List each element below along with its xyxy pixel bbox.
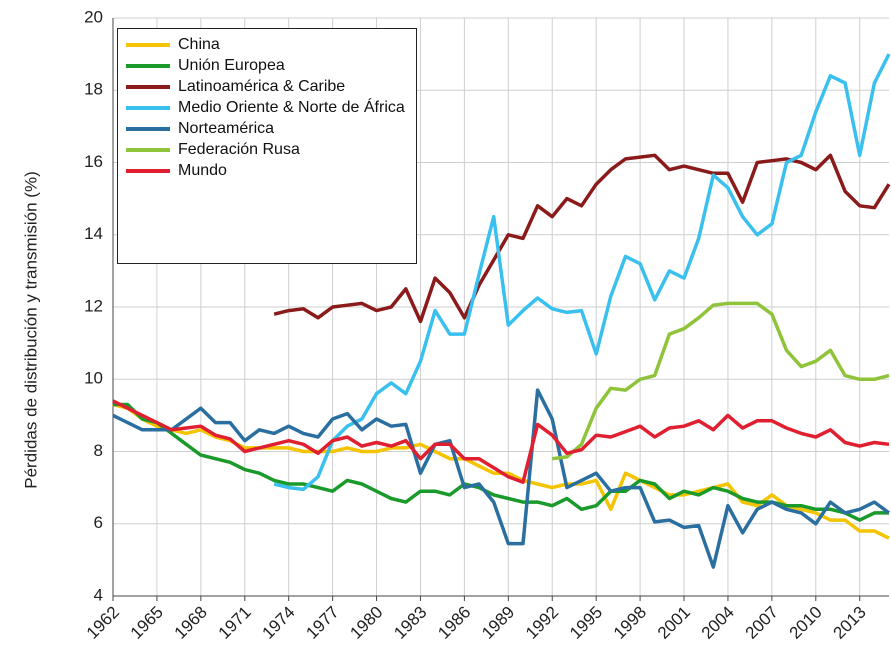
legend-swatch	[126, 169, 170, 173]
legend-swatch	[126, 43, 170, 47]
y-tick-label: 8	[94, 441, 103, 460]
x-tick-label: 1968	[171, 603, 211, 643]
x-tick-label: 2007	[742, 603, 782, 643]
legend: China Unión Europea Latinoamérica & Caribe…	[117, 28, 417, 264]
x-tick-label: 1977	[302, 603, 342, 643]
data-line	[273, 53, 891, 492]
data-line	[113, 402, 889, 522]
x-tick-label: 1992	[522, 603, 562, 643]
legend-item: Federación Rusa	[126, 140, 408, 160]
y-tick-label: 10	[84, 369, 103, 388]
legend-label: Norteamérica	[178, 120, 275, 137]
legend-label: Mundo	[178, 162, 227, 179]
y-tick-label: 6	[94, 513, 103, 532]
data-line	[273, 153, 891, 324]
data-line	[551, 301, 890, 461]
legend-label: Medio Oriente & Norte de África	[178, 99, 405, 116]
legend-label: Unión Europea	[178, 57, 285, 74]
x-tick-label: 1962	[83, 603, 123, 643]
y-tick-label: 4	[94, 585, 103, 604]
data-line	[112, 388, 891, 569]
y-tick-label: 20	[84, 7, 103, 26]
x-tick-label: 1986	[434, 603, 474, 643]
legend-swatch	[126, 106, 170, 110]
x-tick-label: 2013	[830, 603, 870, 643]
legend-swatch	[126, 64, 170, 68]
x-tick-label: 1998	[610, 603, 650, 643]
x-tick-label: 2001	[654, 603, 694, 643]
legend-item: Latinoamérica & Caribe	[126, 77, 408, 97]
x-tick-label: 1965	[127, 603, 167, 643]
legend-label: Latinoamérica & Caribe	[178, 78, 346, 95]
legend-swatch	[126, 148, 170, 152]
y-tick-label: 12	[84, 296, 103, 315]
y-axis-label: Pérdidas de distribución y transmisión (…	[21, 171, 40, 488]
y-tick-label: 16	[84, 152, 103, 171]
x-tick-label: 1980	[346, 603, 386, 643]
legend-item: China	[126, 35, 408, 55]
x-tick-label: 2010	[786, 603, 826, 643]
y-tick-label: 18	[84, 80, 103, 99]
legend-item: Norteamérica	[126, 119, 408, 139]
legend-item: Medio Oriente & Norte de África	[126, 98, 408, 118]
legend-item: Mundo	[126, 161, 408, 181]
x-tick-label: 1989	[478, 603, 518, 643]
x-tick-label: 2004	[698, 603, 738, 643]
x-tick-label: 1995	[566, 603, 606, 643]
x-tick-label: 1971	[215, 603, 255, 643]
legend-label: Federación Rusa	[178, 141, 300, 158]
y-tick-label: 14	[84, 224, 103, 243]
legend-label: China	[178, 36, 220, 53]
data-line	[112, 399, 890, 484]
legend-swatch	[126, 127, 170, 131]
x-tick-label: 1974	[259, 603, 299, 643]
legend-item: Unión Europea	[126, 56, 408, 76]
x-tick-label: 1983	[390, 603, 430, 643]
legend-swatch	[126, 85, 170, 89]
